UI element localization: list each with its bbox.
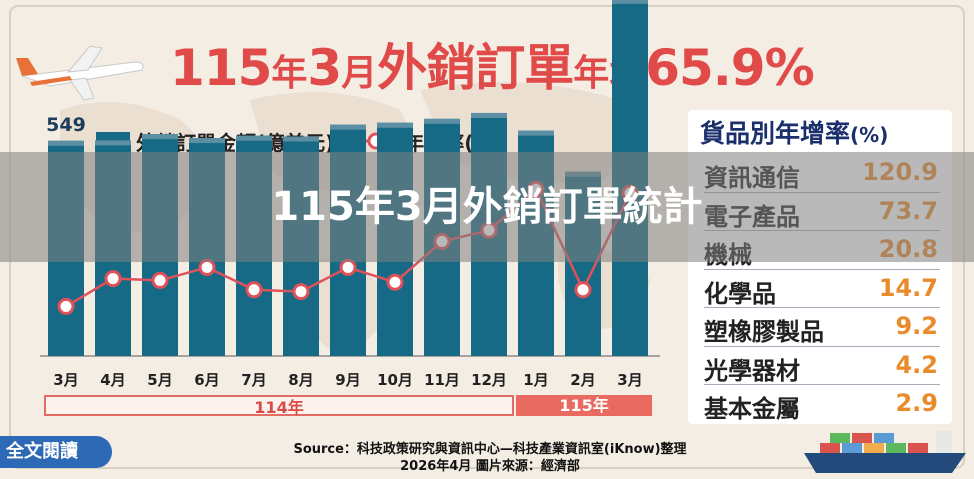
growth-point (292, 283, 310, 301)
bar-cap (377, 122, 413, 128)
category-name: 塑橡膠製品 (704, 318, 824, 346)
bar-cap (330, 124, 366, 130)
growth-point (151, 271, 169, 289)
bar-cap (236, 135, 272, 141)
category-name: 光學器材 (704, 356, 800, 385)
x-tick-label: 3月 (53, 371, 78, 389)
growth-point (198, 258, 216, 276)
bar-cap (95, 140, 131, 146)
bar-cap (612, 0, 648, 4)
growth-point (245, 281, 263, 299)
growth-point (104, 270, 122, 288)
x-tick-label: 9月 (335, 371, 360, 389)
growth-point (339, 258, 357, 276)
bar-cap (471, 112, 507, 118)
category-value: 9.2 (895, 312, 938, 340)
cargo-ship-icon (804, 431, 966, 473)
source-line-2: 2026年4月 圖片來源：經濟部 (400, 459, 580, 474)
x-tick-label: 6月 (194, 371, 219, 389)
category-panel-title: 貨品別年增率(%) (700, 114, 940, 148)
caption-overlay-text: 115年3月外銷訂單統計 (271, 184, 703, 230)
year-label-114: 114年 (44, 395, 514, 417)
x-tick-label: 2月 (570, 371, 595, 389)
category-separator (704, 307, 940, 308)
growth-point (386, 273, 404, 291)
category-value: 2.9 (895, 389, 938, 417)
caption-overlay (0, 152, 974, 262)
bar-cap (518, 130, 554, 136)
title-part-0: 115 (170, 39, 272, 97)
category-row: 化學品 14.7 (704, 272, 940, 308)
title-part-1: 年 (271, 53, 308, 94)
read-full-article-button[interactable]: 全文閱讀 (0, 436, 112, 468)
category-row: 塑橡膠製品 9.2 (704, 310, 940, 346)
title-part-3: 月 (341, 53, 378, 94)
year-label-115: 115年 (516, 395, 652, 416)
category-panel-title-text: 貨品別年增率 (700, 119, 851, 148)
source-credit: Source：科技政策研究與資訊中心—科技產業資訊室(iKnow)整理 2026… (210, 441, 770, 475)
x-tick-label: 11月 (424, 371, 460, 389)
airplane-icon (16, 45, 144, 101)
category-row: 光學器材 4.2 (704, 349, 940, 385)
x-tick-label: 1月 (523, 371, 548, 389)
title-part-2: 3 (307, 39, 342, 97)
x-tick-label: 10月 (377, 371, 413, 389)
bar-cap (424, 118, 460, 124)
bar-cap (283, 136, 319, 142)
source-line-1: Source：科技政策研究與資訊中心—科技產業資訊室(iKnow)整理 (293, 442, 687, 457)
growth-point (57, 297, 75, 315)
title-part-6: 65.9% (645, 39, 814, 97)
category-name: 化學品 (704, 279, 776, 308)
bar-cap (189, 138, 225, 144)
category-value: 4.2 (895, 350, 938, 379)
x-tick-label: 8月 (288, 371, 313, 389)
category-separator (704, 345, 940, 347)
title-part-4: 外銷訂單 (377, 39, 574, 97)
category-separator (704, 268, 940, 270)
x-tick-label: 7月 (241, 371, 266, 389)
bar-cap (48, 140, 84, 146)
category-row: 基本金屬 2.9 (704, 387, 940, 423)
x-tick-label: 12月 (471, 371, 507, 389)
bar-value-label: 549 (46, 114, 86, 136)
category-panel-title-unit: (%) (850, 123, 889, 147)
growth-point (574, 281, 592, 299)
x-tick-label: 5月 (147, 371, 172, 389)
category-value: 14.7 (878, 273, 938, 302)
bar-cap (142, 134, 178, 140)
x-tick-label: 4月 (100, 371, 125, 389)
x-tick-label: 3月 (617, 371, 642, 389)
category-name: 基本金屬 (704, 395, 800, 423)
category-separator (704, 384, 940, 385)
